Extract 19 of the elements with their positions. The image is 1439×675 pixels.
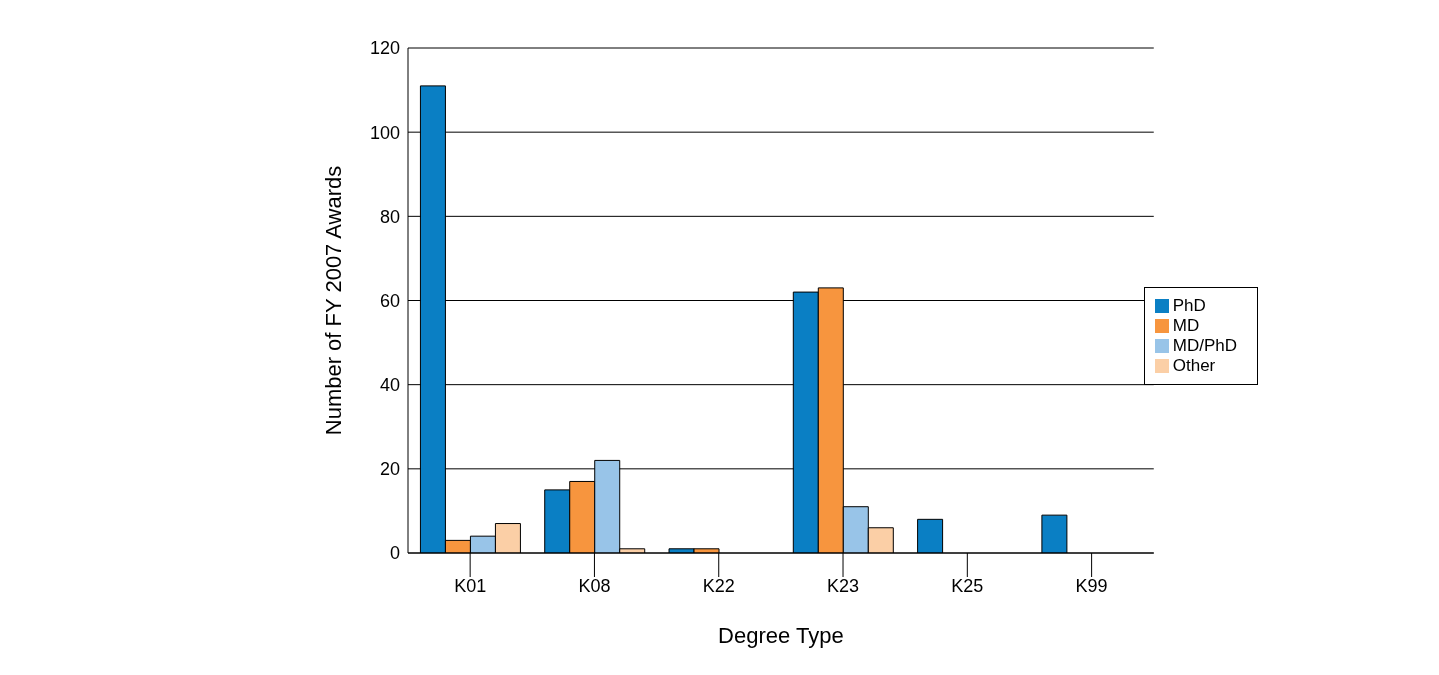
x-tick-label: K99	[1075, 575, 1108, 596]
y-tick-label: 0	[389, 543, 400, 564]
legend-label: MD	[1172, 315, 1200, 335]
y-tick-label: 80	[379, 206, 400, 227]
y-tick-label: 120	[369, 38, 400, 59]
y-tick-label: 60	[379, 290, 400, 311]
x-tick-label: K08	[578, 575, 611, 596]
x-tick-label: K25	[951, 575, 984, 596]
x-tick-label: K01	[454, 575, 487, 596]
legend-label: PhD	[1172, 295, 1206, 315]
y-tick-label: 100	[369, 122, 400, 143]
legend-label: Other	[1172, 355, 1216, 375]
y-axis-title: Number of FY 2007 Awards	[320, 165, 346, 436]
x-axis-title: Degree Type	[718, 623, 844, 648]
legend-label: MD/PhD	[1172, 335, 1237, 355]
y-tick-label: 40	[379, 375, 400, 396]
x-tick-label: K23	[827, 575, 860, 596]
x-tick-label: K22	[702, 575, 735, 596]
y-tick-label: 20	[379, 459, 400, 480]
